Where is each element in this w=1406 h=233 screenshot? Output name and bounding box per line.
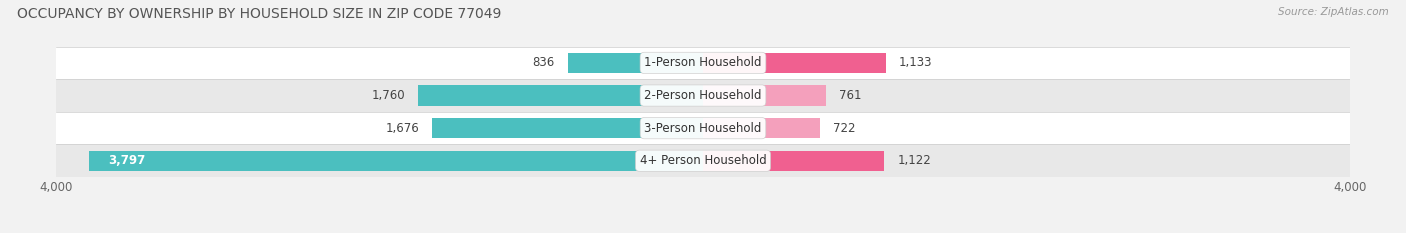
Text: Source: ZipAtlas.com: Source: ZipAtlas.com — [1278, 7, 1389, 17]
Bar — [56, 79, 1350, 112]
Bar — [56, 144, 1350, 177]
Bar — [703, 151, 884, 171]
Bar — [432, 118, 703, 138]
Bar — [568, 53, 703, 73]
Bar — [89, 151, 703, 171]
Bar — [703, 86, 827, 106]
Text: 1-Person Household: 1-Person Household — [644, 56, 762, 69]
Text: 1,133: 1,133 — [898, 56, 932, 69]
Bar — [703, 118, 820, 138]
Text: 3-Person Household: 3-Person Household — [644, 122, 762, 135]
Text: 3,797: 3,797 — [108, 154, 146, 167]
Text: 1,676: 1,676 — [385, 122, 419, 135]
Bar — [419, 86, 703, 106]
Text: 1,760: 1,760 — [371, 89, 405, 102]
Text: 761: 761 — [839, 89, 862, 102]
Text: 4+ Person Household: 4+ Person Household — [640, 154, 766, 167]
Bar — [56, 112, 1350, 144]
Bar — [703, 53, 886, 73]
Text: 2-Person Household: 2-Person Household — [644, 89, 762, 102]
Text: 1,122: 1,122 — [897, 154, 931, 167]
Text: 836: 836 — [533, 56, 555, 69]
Bar — [56, 47, 1350, 79]
Text: 722: 722 — [832, 122, 855, 135]
Text: OCCUPANCY BY OWNERSHIP BY HOUSEHOLD SIZE IN ZIP CODE 77049: OCCUPANCY BY OWNERSHIP BY HOUSEHOLD SIZE… — [17, 7, 502, 21]
